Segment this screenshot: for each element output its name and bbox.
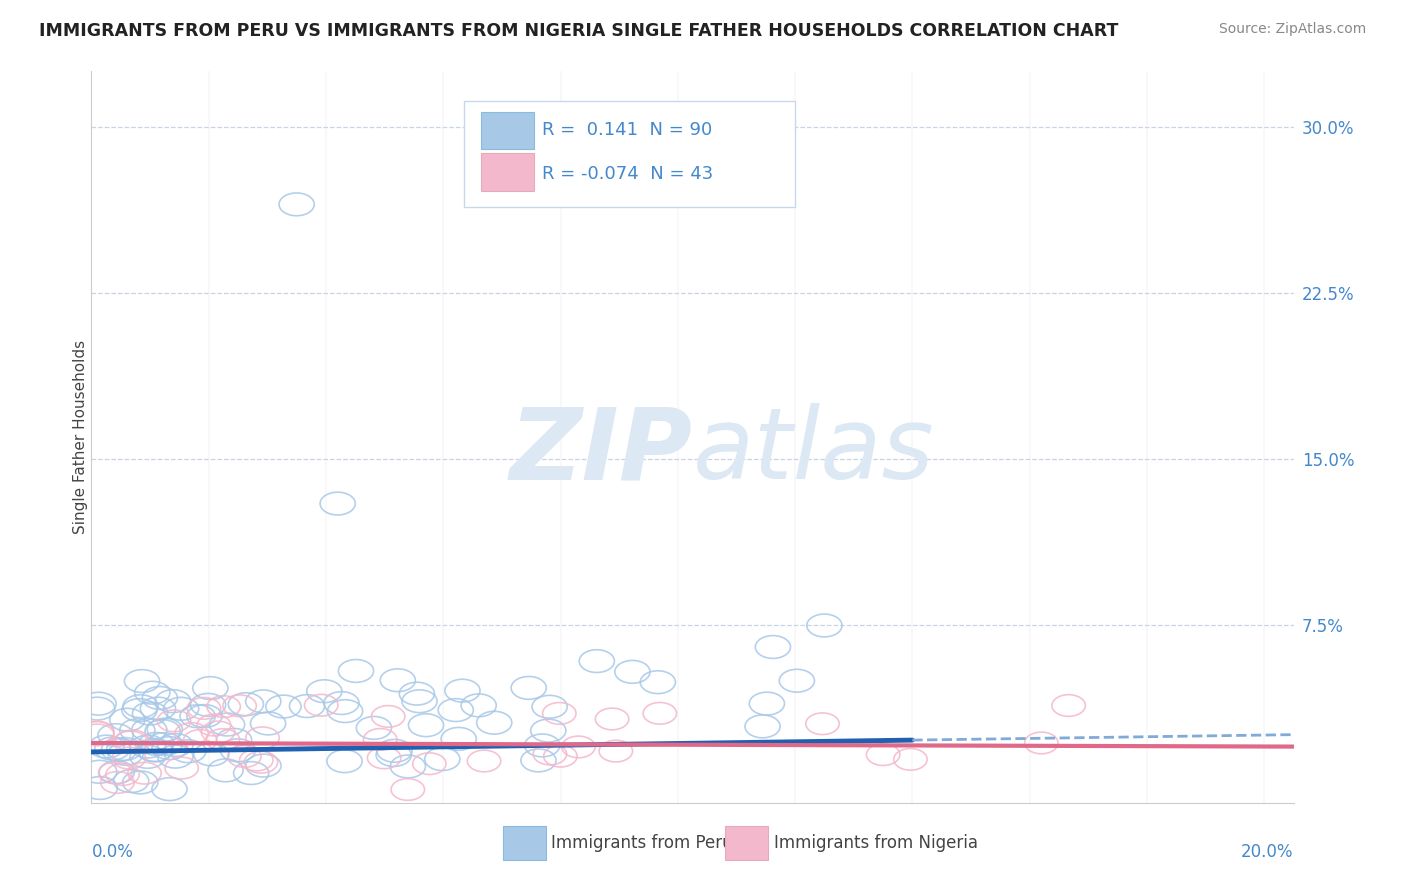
Text: atlas: atlas: [692, 403, 934, 500]
Text: 20.0%: 20.0%: [1241, 843, 1294, 861]
Text: IMMIGRANTS FROM PERU VS IMMIGRANTS FROM NIGERIA SINGLE FATHER HOUSEHOLDS CORRELA: IMMIGRANTS FROM PERU VS IMMIGRANTS FROM …: [39, 22, 1119, 40]
Text: 0.0%: 0.0%: [91, 843, 134, 861]
FancyBboxPatch shape: [481, 112, 534, 149]
Text: R = -0.074  N = 43: R = -0.074 N = 43: [543, 165, 713, 183]
Y-axis label: Single Father Households: Single Father Households: [73, 340, 87, 534]
Text: Source: ZipAtlas.com: Source: ZipAtlas.com: [1219, 22, 1367, 37]
FancyBboxPatch shape: [725, 826, 768, 860]
Text: Immigrants from Nigeria: Immigrants from Nigeria: [775, 834, 979, 852]
Text: Immigrants from Peru: Immigrants from Peru: [551, 834, 733, 852]
FancyBboxPatch shape: [464, 101, 794, 207]
FancyBboxPatch shape: [481, 153, 534, 191]
FancyBboxPatch shape: [502, 826, 546, 860]
Text: R =  0.141  N = 90: R = 0.141 N = 90: [543, 121, 713, 139]
Text: ZIP: ZIP: [509, 403, 692, 500]
